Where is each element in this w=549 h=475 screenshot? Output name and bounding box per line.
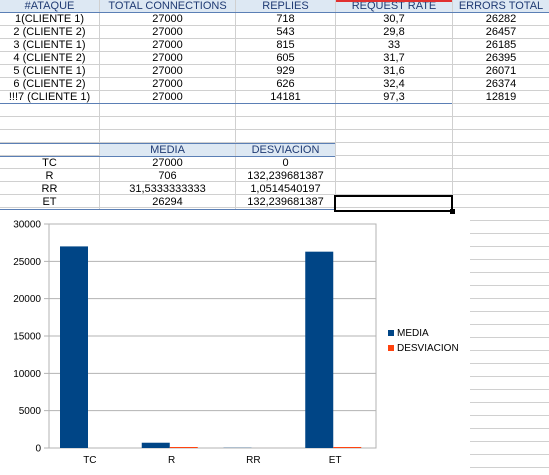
row-gridline bbox=[0, 116, 549, 117]
table-cell[interactable]: 543 bbox=[236, 26, 335, 38]
table-cell[interactable]: 32,4 bbox=[336, 78, 452, 90]
table-cell[interactable]: 27000 bbox=[100, 65, 235, 77]
table-cell[interactable]: 27000 bbox=[100, 13, 235, 25]
legend-item: MEDIA bbox=[388, 328, 429, 340]
y-tick-label: 0 bbox=[35, 444, 41, 455]
bar-media-tc bbox=[60, 246, 88, 448]
table-cell[interactable]: 132,239681387 bbox=[236, 196, 335, 208]
y-tick-label: 10000 bbox=[13, 369, 41, 380]
table-cell[interactable]: R bbox=[0, 170, 99, 182]
table-cell[interactable]: 3 (CLIENTE 1) bbox=[0, 39, 99, 51]
table-border bbox=[0, 143, 335, 144]
table-cell[interactable]: 27000 bbox=[100, 157, 235, 169]
y-tick-label: 20000 bbox=[13, 294, 41, 305]
table-cell[interactable]: 14181 bbox=[236, 91, 335, 103]
table-cell[interactable]: 26457 bbox=[453, 26, 549, 38]
table-cell[interactable]: 132,239681387 bbox=[236, 170, 335, 182]
column-header[interactable]: TOTAL CONNECTIONS bbox=[100, 0, 235, 12]
table-cell[interactable]: 1,0514540197 bbox=[236, 183, 335, 195]
table-cell[interactable]: 929 bbox=[236, 65, 335, 77]
y-tick-label: 25000 bbox=[13, 257, 41, 268]
y-tick-label: 15000 bbox=[13, 332, 41, 343]
table-border bbox=[0, 12, 549, 13]
x-tick-label: RR bbox=[246, 455, 260, 466]
table-cell[interactable]: 30,7 bbox=[336, 13, 452, 25]
table-cell[interactable]: 0 bbox=[236, 157, 335, 169]
table-cell[interactable]: 27000 bbox=[100, 52, 235, 64]
table-cell[interactable]: 29,8 bbox=[336, 26, 452, 38]
table-cell[interactable]: 26185 bbox=[453, 39, 549, 51]
table-cell[interactable]: 718 bbox=[236, 13, 335, 25]
y-tick-label: 30000 bbox=[13, 220, 41, 231]
table-cell[interactable]: TC bbox=[0, 157, 99, 169]
legend-item: DESVIACION bbox=[388, 343, 459, 355]
active-column-marker bbox=[336, 0, 452, 2]
row-gridline bbox=[0, 129, 549, 130]
x-tick-label: TC bbox=[83, 455, 96, 466]
legend-label: MEDIA bbox=[397, 328, 429, 339]
table-cell[interactable]: 27000 bbox=[100, 39, 235, 51]
table-cell[interactable]: 706 bbox=[100, 170, 235, 182]
table-cell[interactable]: 26374 bbox=[453, 78, 549, 90]
column-header[interactable]: #ATAQUE bbox=[0, 0, 99, 12]
table-cell[interactable]: 31,5333333333 bbox=[100, 183, 235, 195]
table-cell[interactable]: 33 bbox=[336, 39, 452, 51]
x-tick-label: R bbox=[168, 455, 175, 466]
bar-desviacion-r bbox=[170, 447, 198, 448]
table-cell[interactable]: 5 (CLIENTE 1) bbox=[0, 65, 99, 77]
table-border bbox=[0, 156, 335, 157]
table-cell[interactable]: RR bbox=[0, 183, 99, 195]
y-tick-label: 5000 bbox=[19, 406, 42, 417]
table-cell[interactable]: ET bbox=[0, 196, 99, 208]
table-cell[interactable]: 12819 bbox=[453, 91, 549, 103]
table-cell[interactable]: 1(CLIENTE 1) bbox=[0, 13, 99, 25]
legend-swatch bbox=[388, 330, 394, 336]
table-cell[interactable]: 6 (CLIENTE 2) bbox=[0, 78, 99, 90]
table-cell[interactable]: 2 (CLIENTE 2) bbox=[0, 26, 99, 38]
column-header[interactable]: DESVIACION bbox=[236, 144, 335, 156]
legend-swatch bbox=[388, 345, 394, 351]
table-cell[interactable]: 4 (CLIENTE 2) bbox=[0, 52, 99, 64]
table-cell[interactable]: 26282 bbox=[453, 13, 549, 25]
table-cell[interactable]: 27000 bbox=[100, 78, 235, 90]
bar-media-r bbox=[142, 443, 170, 448]
legend-label: DESVIACION bbox=[397, 343, 459, 354]
table-cell[interactable]: 97,3 bbox=[336, 91, 452, 103]
column-header[interactable]: REPLIES bbox=[236, 0, 335, 12]
bar-desviacion-et bbox=[333, 447, 361, 448]
x-tick-label: ET bbox=[329, 455, 342, 466]
table-cell[interactable]: 27000 bbox=[100, 26, 235, 38]
table-cell[interactable]: 815 bbox=[236, 39, 335, 51]
table-cell[interactable]: !!!7 (CLIENTE 1) bbox=[0, 91, 99, 103]
table-cell[interactable]: 31,7 bbox=[336, 52, 452, 64]
table-cell[interactable]: 26071 bbox=[453, 65, 549, 77]
table-cell[interactable]: 27000 bbox=[100, 91, 235, 103]
bar-media-et bbox=[305, 252, 333, 448]
column-header[interactable]: ERRORS TOTAL bbox=[453, 0, 549, 12]
table-cell[interactable]: 31,6 bbox=[336, 65, 452, 77]
selected-cell[interactable] bbox=[334, 195, 453, 212]
column-header[interactable]: MEDIA bbox=[100, 144, 235, 156]
table-cell[interactable]: 26294 bbox=[100, 196, 235, 208]
table-cell[interactable]: 605 bbox=[236, 52, 335, 64]
table-cell[interactable]: 26395 bbox=[453, 52, 549, 64]
table-border bbox=[0, 209, 335, 210]
table-border bbox=[0, 103, 452, 104]
table-cell[interactable]: 626 bbox=[236, 78, 335, 90]
